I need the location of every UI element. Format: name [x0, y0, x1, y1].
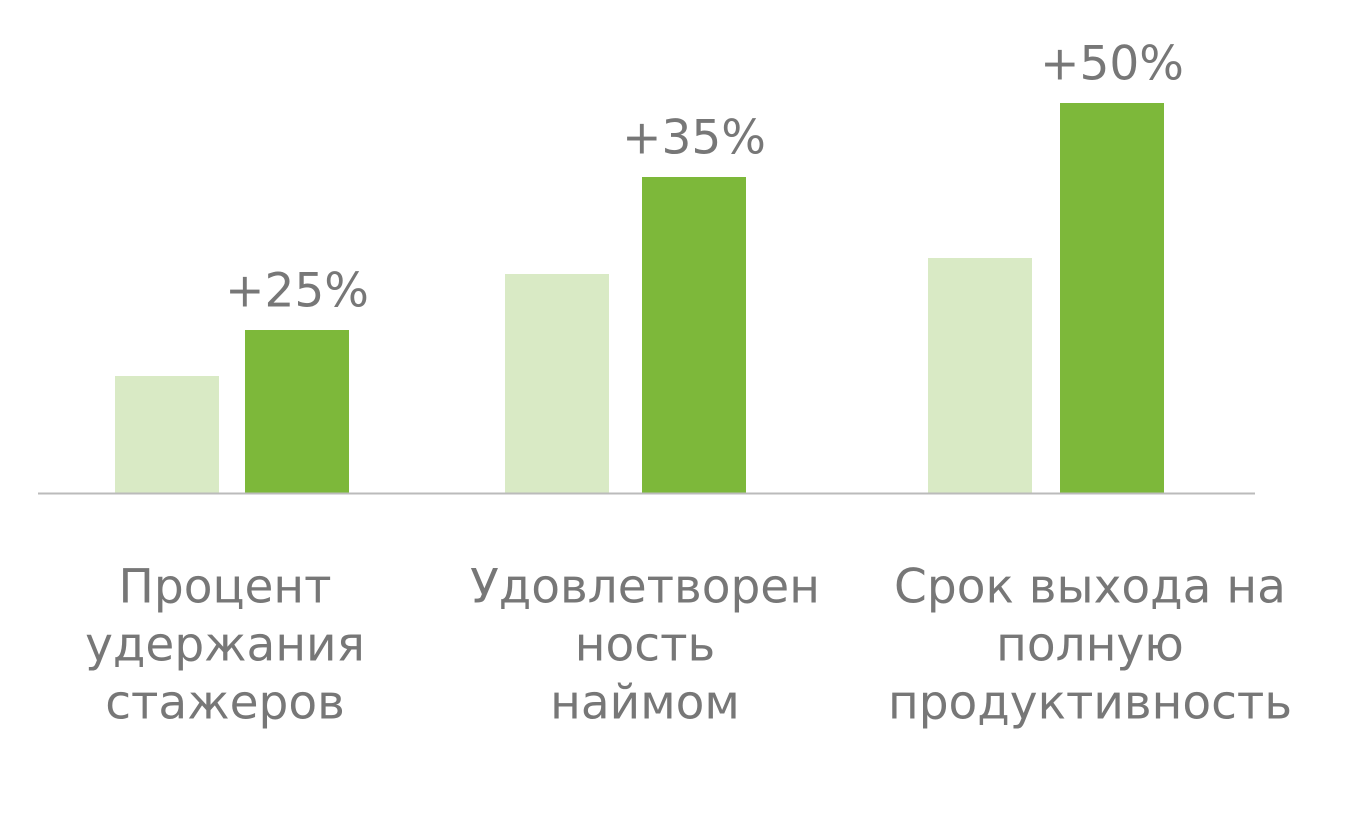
x-tick-label: Процент [119, 560, 332, 615]
data-label: +25% [225, 264, 369, 319]
bar [928, 258, 1032, 493]
x-tick-label: Срок выхода на [894, 560, 1286, 615]
x-tick-label: продуктивность [888, 676, 1292, 731]
bar [115, 376, 219, 493]
x-tick-label: полную [996, 618, 1184, 673]
x-tick-label: стажеров [105, 676, 345, 731]
bar [642, 177, 746, 493]
x-tick-label: удержания [85, 618, 365, 673]
data-label: +50% [1040, 37, 1184, 92]
data-label: +35% [622, 111, 766, 166]
bar [1060, 103, 1164, 493]
bar [505, 274, 609, 493]
x-tick-label: ность [575, 618, 715, 673]
bar [245, 330, 349, 493]
x-tick-label: наймом [550, 676, 740, 731]
x-tick-label: Удовлетворен [470, 560, 820, 615]
